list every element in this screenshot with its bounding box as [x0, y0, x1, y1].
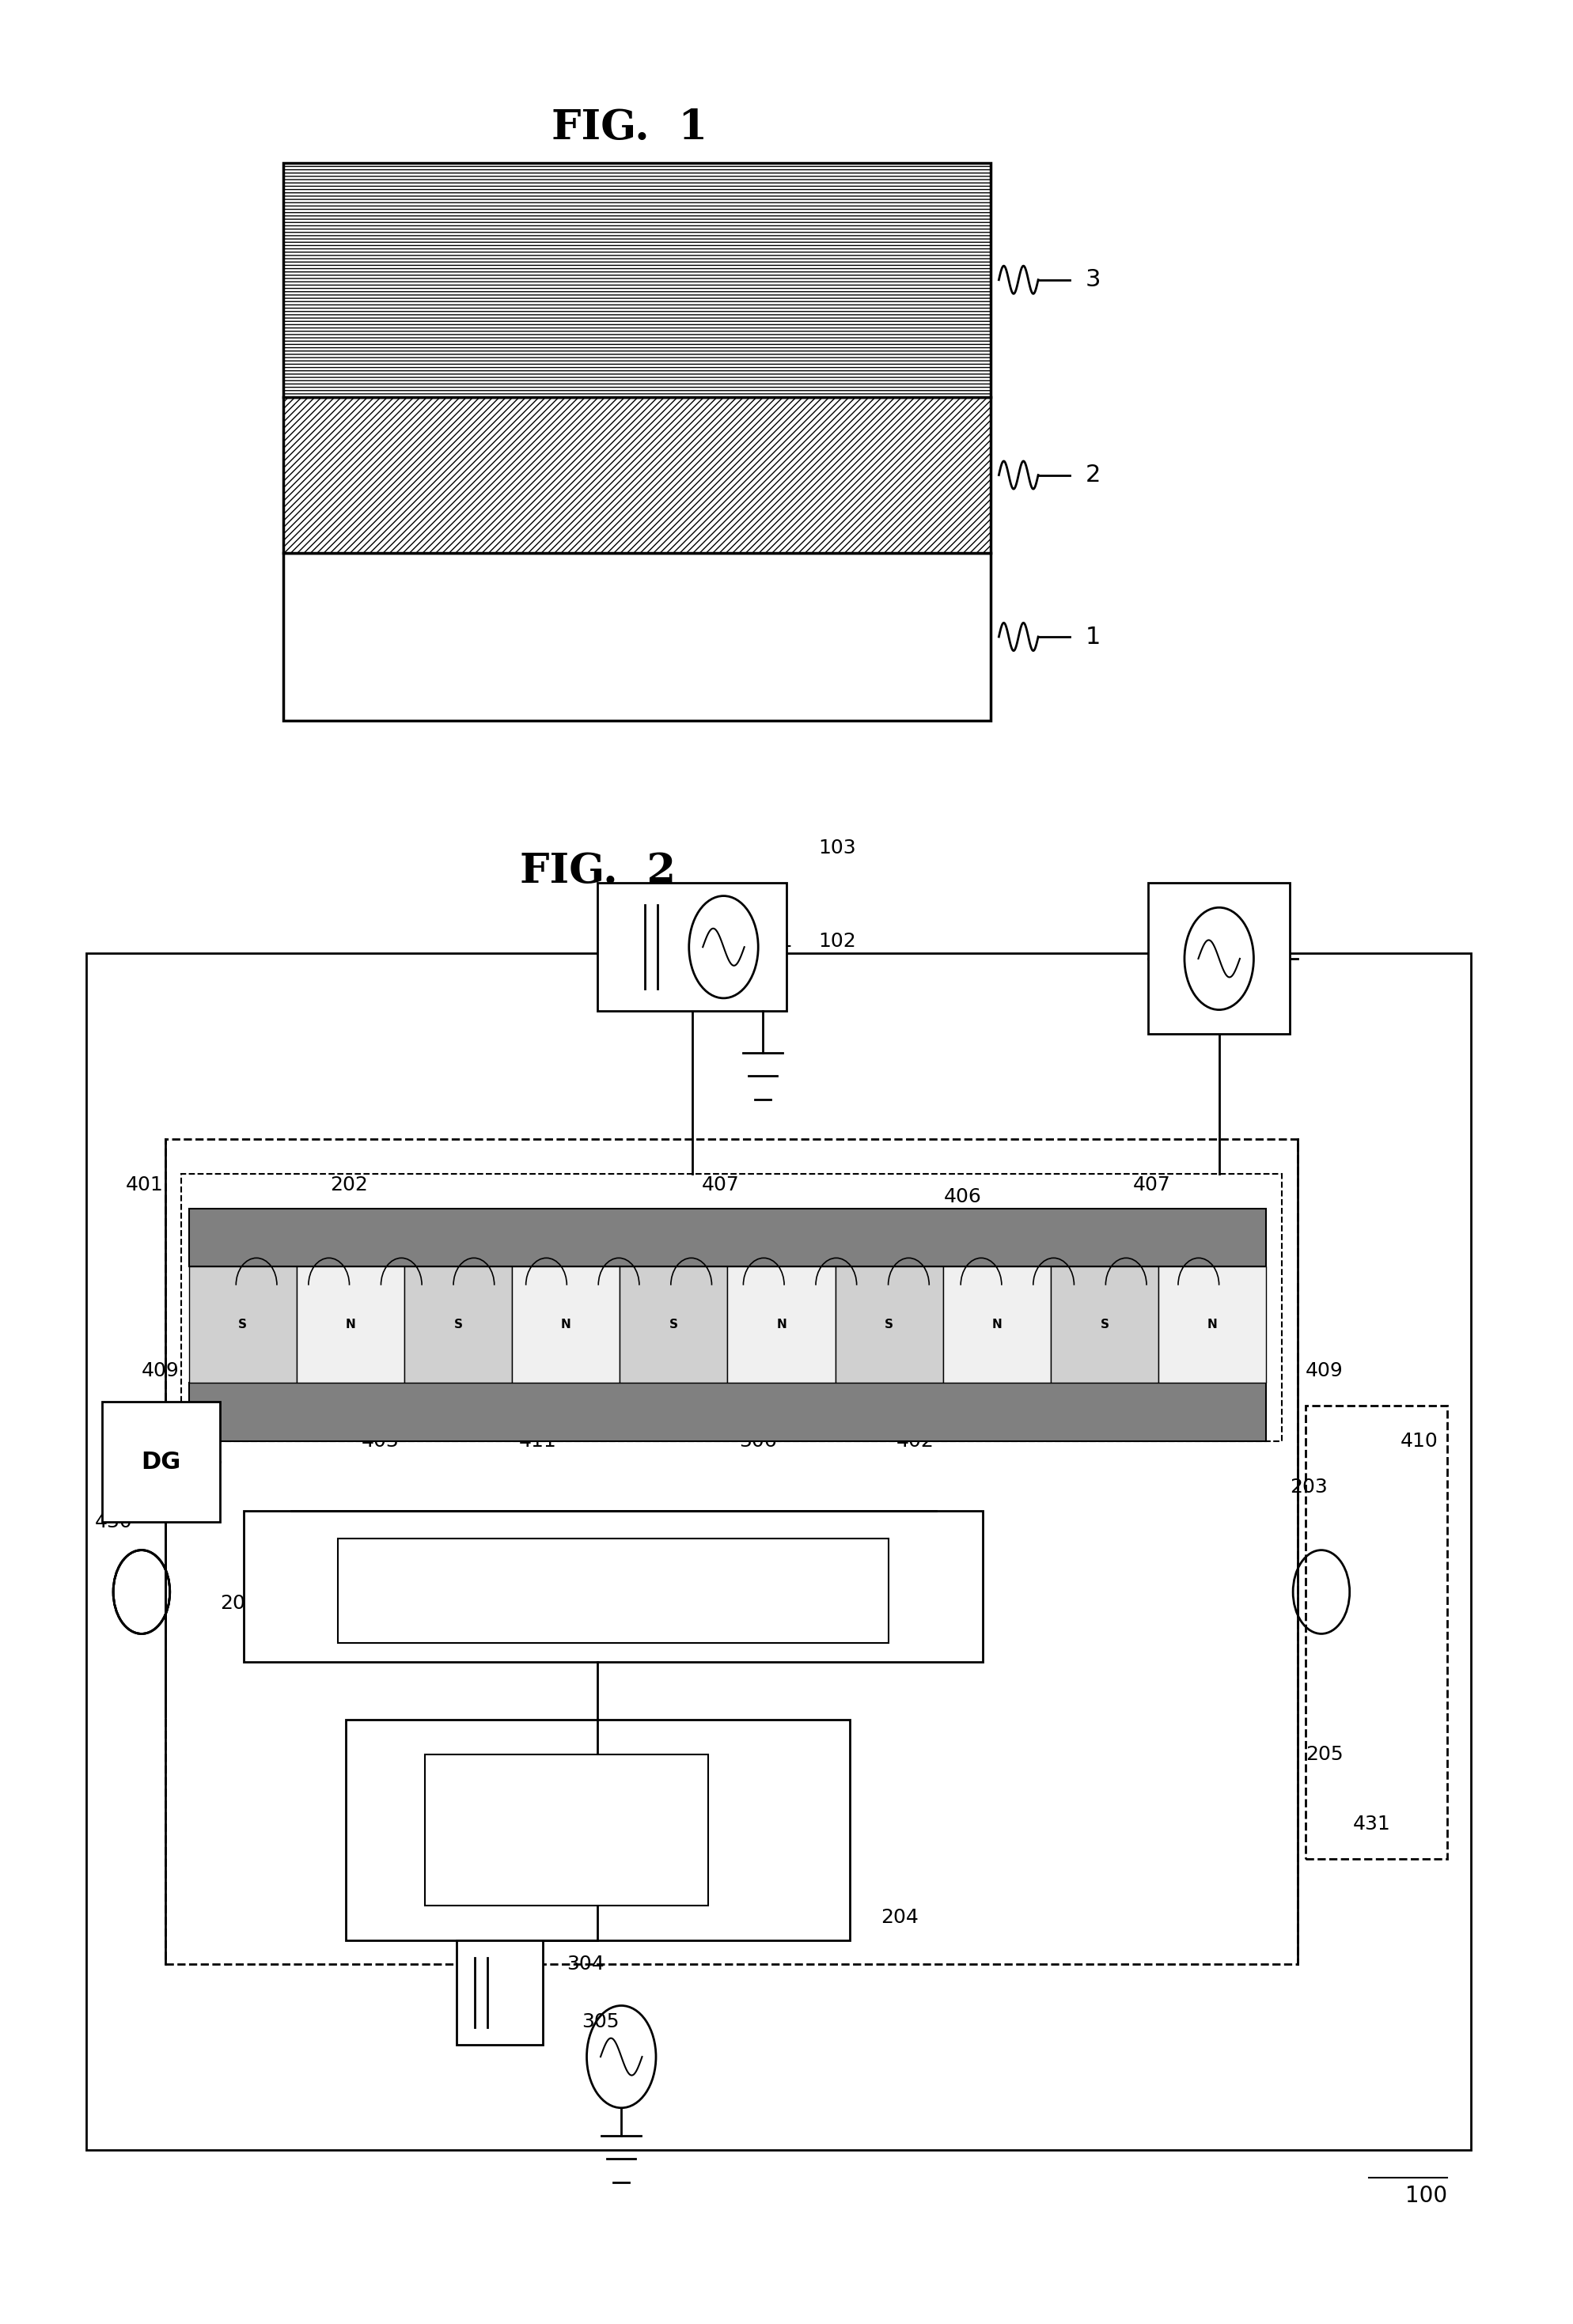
- Text: S: S: [453, 1318, 462, 1332]
- Text: 407: 407: [1133, 1176, 1170, 1195]
- Bar: [456, 1941, 543, 2045]
- Text: DG: DG: [142, 1450, 181, 1473]
- Text: 303: 303: [425, 1908, 462, 1927]
- Bar: [513, 1267, 620, 1383]
- Bar: [87, 953, 1471, 2150]
- Bar: [620, 1267, 727, 1383]
- Text: 409: 409: [142, 1362, 179, 1380]
- Bar: [296, 1267, 404, 1383]
- Text: 305: 305: [582, 2013, 620, 2031]
- Text: 409: 409: [1306, 1362, 1343, 1380]
- Text: 403: 403: [362, 1432, 400, 1450]
- Bar: [727, 1267, 835, 1383]
- Text: 204: 204: [881, 1908, 919, 1927]
- Bar: [189, 1267, 296, 1383]
- Bar: [283, 553, 991, 720]
- Text: 301: 301: [503, 1908, 541, 1927]
- Text: 202: 202: [330, 1176, 368, 1195]
- Text: 2: 2: [1085, 462, 1101, 486]
- Bar: [1148, 883, 1290, 1034]
- Bar: [283, 397, 991, 553]
- Text: 100: 100: [1405, 2185, 1447, 2208]
- Text: 411: 411: [519, 1432, 557, 1450]
- Bar: [102, 1401, 220, 1522]
- Text: N: N: [777, 1318, 786, 1332]
- Bar: [1051, 1267, 1158, 1383]
- Bar: [244, 1511, 983, 1662]
- Bar: [338, 1538, 889, 1643]
- Text: 412: 412: [739, 1908, 777, 1927]
- Text: 205: 205: [1306, 1745, 1343, 1764]
- Text: N: N: [1208, 1318, 1218, 1332]
- Bar: [283, 163, 991, 397]
- Text: 306: 306: [739, 1432, 777, 1450]
- Bar: [1158, 1267, 1266, 1383]
- Bar: [189, 1208, 1266, 1267]
- Text: 3: 3: [1085, 267, 1101, 290]
- Bar: [835, 1267, 944, 1383]
- Text: 201: 201: [220, 1594, 258, 1613]
- Text: 302: 302: [661, 1908, 698, 1927]
- Text: 101: 101: [755, 932, 793, 951]
- Bar: [165, 1139, 1298, 1964]
- Text: S: S: [669, 1318, 678, 1332]
- Text: 410: 410: [1400, 1432, 1438, 1450]
- Bar: [189, 1383, 1266, 1441]
- Text: FIG.  1: FIG. 1: [551, 107, 708, 149]
- Bar: [404, 1267, 513, 1383]
- Bar: [944, 1267, 1051, 1383]
- Bar: [346, 1720, 849, 1941]
- Text: 401: 401: [126, 1176, 164, 1195]
- Text: 102: 102: [818, 932, 856, 951]
- Text: 406: 406: [944, 1188, 982, 1206]
- Text: 431: 431: [1353, 1815, 1391, 1834]
- Text: N: N: [562, 1318, 571, 1332]
- Bar: [1306, 1406, 1447, 1859]
- Text: 402: 402: [897, 1432, 934, 1450]
- Text: S: S: [238, 1318, 247, 1332]
- Text: N: N: [993, 1318, 1002, 1332]
- Bar: [598, 883, 786, 1011]
- Text: FIG.  2: FIG. 2: [519, 851, 676, 892]
- Text: 405: 405: [1211, 909, 1249, 927]
- Bar: [181, 1174, 1282, 1441]
- Text: 103: 103: [818, 839, 856, 858]
- Text: 430: 430: [94, 1513, 132, 1532]
- Text: 203: 203: [1290, 1478, 1328, 1497]
- Text: 404: 404: [220, 1269, 258, 1287]
- Text: S: S: [1100, 1318, 1109, 1332]
- Text: N: N: [346, 1318, 355, 1332]
- Text: S: S: [884, 1318, 893, 1332]
- Text: 304: 304: [566, 1954, 604, 1973]
- Text: 407: 407: [702, 1176, 739, 1195]
- Text: 1: 1: [1085, 625, 1101, 648]
- Bar: [425, 1755, 708, 1906]
- Text: 408: 408: [928, 1246, 966, 1264]
